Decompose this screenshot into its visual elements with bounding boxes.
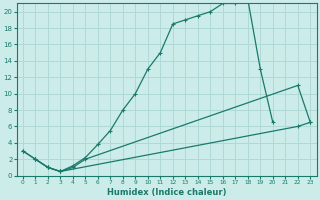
X-axis label: Humidex (Indice chaleur): Humidex (Indice chaleur)	[107, 188, 226, 197]
